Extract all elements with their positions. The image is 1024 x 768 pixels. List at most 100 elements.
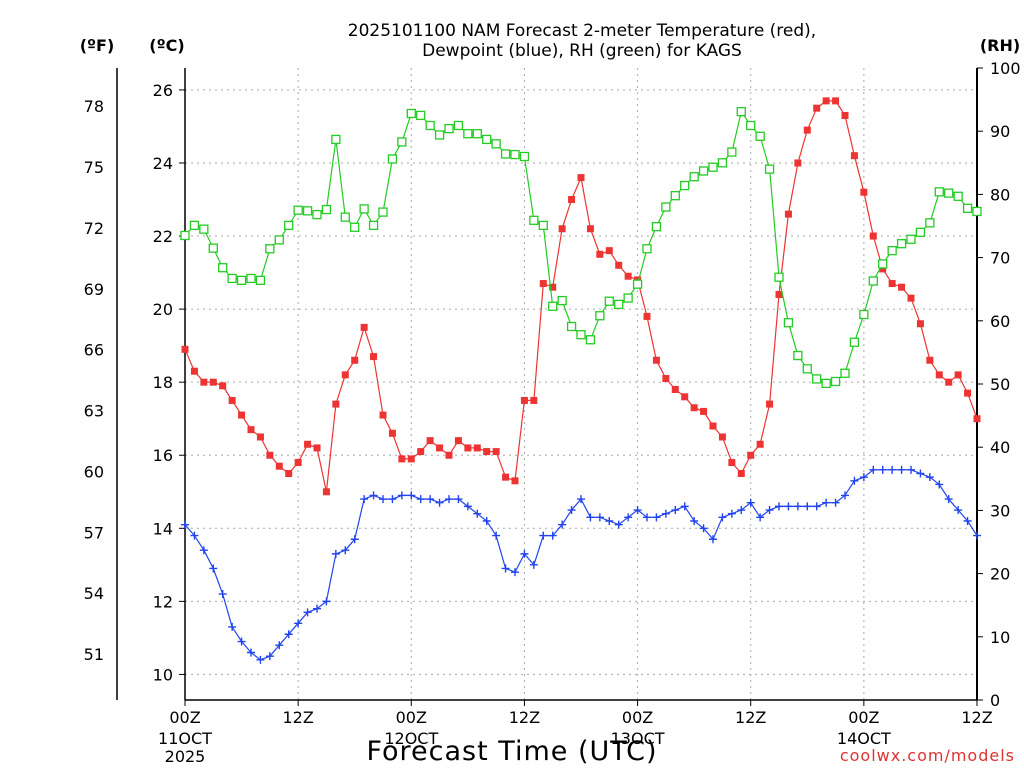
dewpoint-point bbox=[397, 491, 406, 500]
dewpoint-point bbox=[869, 465, 878, 474]
rh-point bbox=[925, 218, 935, 228]
rh-point bbox=[538, 220, 548, 231]
x-year-label: 2025 bbox=[165, 747, 206, 766]
rh-point bbox=[293, 205, 303, 215]
x-tick-label: 00Z bbox=[622, 708, 653, 727]
temperature-point bbox=[238, 411, 246, 419]
temperature-point bbox=[332, 400, 340, 408]
rh-tick-label: 0 bbox=[990, 691, 1000, 710]
temperature-point bbox=[351, 356, 359, 364]
temperature-point bbox=[756, 440, 764, 448]
temperature-point bbox=[784, 210, 792, 218]
temperature-point bbox=[219, 382, 227, 390]
temperature-point bbox=[568, 196, 576, 204]
dewpoint-point bbox=[614, 520, 623, 529]
data-series bbox=[180, 97, 982, 664]
rh-point bbox=[274, 235, 284, 245]
dewpoint-point bbox=[529, 560, 538, 569]
dewpoint-point bbox=[454, 495, 463, 504]
fahrenheit-tick-label: 75 bbox=[84, 158, 104, 177]
rh-point bbox=[387, 154, 398, 164]
rh-point bbox=[359, 204, 369, 214]
x-tick-label: 12Z bbox=[509, 708, 540, 727]
dewpoint-point bbox=[199, 546, 208, 555]
temperature-point bbox=[209, 378, 217, 386]
rh-point bbox=[218, 263, 228, 273]
rh-point bbox=[793, 350, 803, 361]
temperature-point bbox=[379, 411, 387, 419]
rh-point bbox=[227, 273, 237, 284]
rh-point bbox=[340, 212, 350, 222]
temperature-point bbox=[181, 345, 189, 353]
temperature-point bbox=[407, 455, 415, 463]
temperature-point bbox=[926, 356, 934, 364]
dewpoint-point bbox=[237, 637, 246, 646]
rh-point bbox=[651, 221, 662, 232]
dewpoint-point bbox=[558, 520, 567, 529]
rh-point bbox=[576, 330, 586, 340]
temperature-point bbox=[813, 104, 821, 112]
dewpoint-point bbox=[793, 502, 802, 511]
temperature-point bbox=[615, 261, 623, 269]
rh-point bbox=[331, 134, 341, 145]
dewpoint-point bbox=[313, 604, 321, 613]
fahrenheit-tick-label: 78 bbox=[84, 97, 104, 116]
dewpoint-point bbox=[831, 498, 840, 507]
temperature-point bbox=[775, 290, 783, 298]
dewpoint-point bbox=[548, 531, 557, 540]
temperature-point bbox=[766, 400, 774, 408]
dewpoint-point bbox=[963, 516, 972, 525]
rh-unit-label: (RH) bbox=[980, 36, 1020, 55]
rh-tick-label: 50 bbox=[990, 375, 1010, 394]
dewpoint-point bbox=[350, 535, 359, 544]
dewpoint-point bbox=[416, 495, 425, 504]
dewpoint-point bbox=[841, 491, 849, 500]
celsius-tick-label: 16 bbox=[153, 446, 173, 465]
dewpoint-point bbox=[595, 513, 604, 522]
dewpoint-point bbox=[973, 531, 981, 540]
rh-point bbox=[755, 131, 765, 141]
dewpoint-point bbox=[935, 480, 944, 489]
temperature-point bbox=[898, 283, 906, 291]
dewpoint-point bbox=[605, 516, 614, 525]
temperature-point bbox=[643, 312, 651, 320]
temperature-point bbox=[718, 433, 726, 441]
rh-point bbox=[821, 378, 831, 389]
rh-point bbox=[510, 149, 520, 160]
temperature-point bbox=[822, 97, 830, 105]
rh-point bbox=[453, 120, 464, 131]
rh-tick-label: 40 bbox=[990, 438, 1010, 457]
rh-point bbox=[444, 124, 454, 134]
dewpoint-point bbox=[925, 473, 934, 482]
temperature-point bbox=[652, 356, 660, 364]
rh-point bbox=[368, 220, 379, 231]
temperature-point bbox=[558, 225, 566, 233]
rh-point bbox=[670, 191, 680, 201]
temperature-point bbox=[832, 97, 840, 105]
x-axis-label: Forecast Time (UTC) bbox=[366, 736, 657, 767]
dewpoint-point bbox=[445, 495, 453, 504]
dewpoint-point bbox=[577, 495, 585, 504]
dewpoint-point bbox=[209, 564, 218, 573]
dewpoint-point bbox=[643, 513, 651, 522]
dewpoint-point bbox=[284, 630, 293, 639]
rh-point bbox=[698, 166, 709, 176]
fahrenheit-tick-label: 66 bbox=[84, 341, 104, 360]
dewpoint-point bbox=[463, 502, 472, 511]
fahrenheit-tick-label: 60 bbox=[84, 462, 104, 481]
rh-point bbox=[689, 172, 699, 182]
temperature-point bbox=[850, 152, 858, 160]
rh-point bbox=[727, 147, 737, 157]
rh-point bbox=[830, 376, 841, 387]
dewpoint-point bbox=[954, 506, 963, 515]
temperature-point bbox=[737, 470, 745, 478]
dewpoint-point bbox=[539, 531, 548, 540]
rh-point bbox=[595, 311, 605, 321]
temperature-point bbox=[747, 451, 755, 459]
rh-point bbox=[425, 120, 435, 131]
dewpoint-point bbox=[228, 622, 237, 631]
dewpoint-point bbox=[756, 513, 765, 522]
rh-point bbox=[189, 220, 200, 231]
rh-point bbox=[614, 299, 624, 310]
